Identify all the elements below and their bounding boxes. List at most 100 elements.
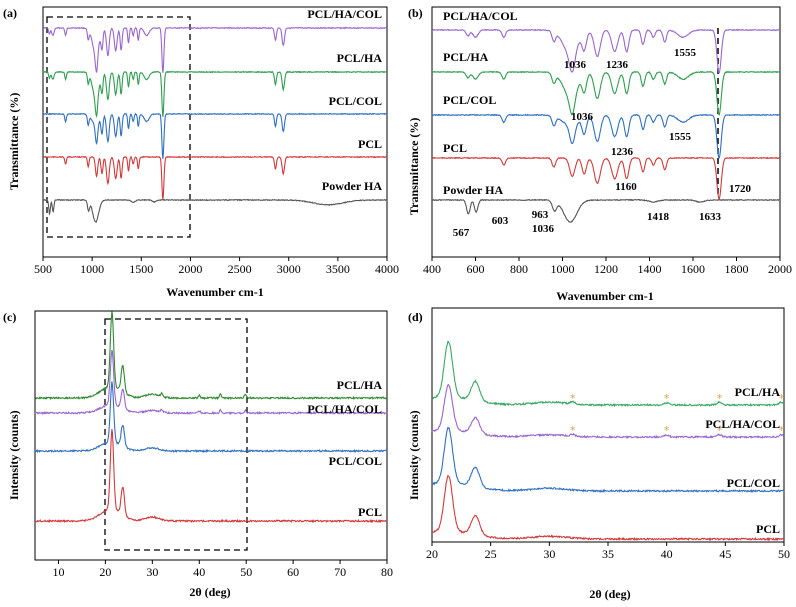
series-line-pcl-col (34, 381, 388, 454)
series-line-pcl-ha-col (432, 28, 781, 74)
x-tick-label: 1500 (129, 262, 153, 276)
star-marker: * (570, 424, 576, 437)
panel-d-label-pcl: PCL (756, 522, 780, 536)
x-tick-label: 3000 (277, 262, 301, 276)
star-marker: * (717, 424, 723, 437)
panel-b-peak-963: 963 (532, 209, 549, 221)
panel-a-label-powder-ha: Powder HA (322, 179, 382, 193)
x-tick-label: 500 (34, 262, 52, 276)
panel-c-xlabel: 2θ (deg) (189, 585, 230, 599)
x-tick-label: 3500 (326, 262, 350, 276)
x-tick-label: 60 (287, 565, 299, 579)
panel-b-peak-1236-b: 1236 (611, 146, 634, 158)
series-line-pcl-col (42, 112, 388, 159)
series-line-powder-ha (42, 198, 388, 224)
panel-d-label-pcl-ha: PCL/HA (735, 385, 781, 399)
panel-b: (b) Transmittance (%) Wavenumber cm-1 40… (407, 6, 792, 303)
panel-b-frame (431, 6, 781, 258)
series-line-pcl-ha (431, 340, 785, 408)
x-tick-label: 40 (661, 547, 673, 561)
panel-d-curves: * * * * * * * * (431, 340, 785, 542)
x-tick-label: 1000 (80, 262, 104, 276)
series-line-pcl-ha (431, 70, 781, 116)
panel-b-peak-1160: 1160 (615, 181, 637, 193)
panel-a-xticks: 500 1000 1500 2000 2500 3000 3500 4000 (34, 257, 399, 276)
x-tick-label: 1200 (594, 262, 618, 276)
panel-b-peak-1036-c: 1036 (532, 223, 555, 235)
x-tick-label: 1000 (551, 262, 575, 276)
panel-c-ylabel: Intensity (counts) (7, 410, 21, 500)
star-marker: * (664, 424, 670, 437)
panel-a-letter: (a) (3, 6, 17, 20)
panel-a-label-pcl-ha: PCL/HA (337, 51, 383, 65)
x-tick-label: 25 (485, 547, 497, 561)
panel-d-label-pcl-ha-col: PCL/HA/COL (705, 417, 780, 431)
x-tick-label: 1600 (681, 262, 705, 276)
x-tick-label: 1800 (725, 262, 749, 276)
x-tick-label: 2000 (768, 262, 792, 276)
panel-b-peak-1555-b: 1555 (669, 131, 692, 143)
x-tick-label: 800 (510, 262, 528, 276)
series-line-pcl-ha-col (431, 383, 785, 440)
x-tick-label: 2500 (228, 262, 252, 276)
x-tick-label: 20 (99, 565, 111, 579)
panel-a-curves (42, 26, 388, 224)
star-marker: * (779, 424, 785, 437)
x-tick-label: 30 (146, 565, 158, 579)
panel-b-xlabel: Wavenumber cm-1 (556, 289, 653, 303)
panel-a-xlabel: Wavenumber cm-1 (166, 285, 263, 299)
panel-b-label-pcl-col: PCL/COL (443, 93, 496, 107)
panel-c-curves (34, 311, 388, 524)
x-tick-label: 45 (719, 547, 731, 561)
panel-b-peak-603: 603 (492, 215, 509, 227)
panel-b-peak-567: 567 (453, 227, 470, 239)
panel-b-curves (431, 28, 781, 223)
series-line-pcl (34, 429, 388, 524)
panel-a-highlight-box (46, 16, 191, 238)
x-tick-label: 70 (334, 565, 346, 579)
series-line-powder-ha (431, 198, 781, 223)
panel-d-ylabel: Intensity (counts) (407, 410, 421, 500)
panel-a-label-pcl-col: PCL/COL (329, 94, 382, 108)
panel-b-label-pcl-ha: PCL/HA (443, 50, 489, 64)
panel-b-ylabel: Transmittance (%) (407, 118, 421, 215)
series-line-pcl-ha (42, 70, 388, 118)
series-line-pcl-ha-col (43, 26, 388, 73)
x-tick-label: 10 (52, 565, 64, 579)
series-line-pcl (432, 156, 781, 201)
panel-d-xlabel: 2θ (deg) (589, 587, 630, 601)
x-tick-label: 30 (543, 547, 555, 561)
star-marker: * (664, 392, 670, 405)
panel-b-label-powder-ha: Powder HA (443, 183, 503, 197)
x-tick-label: 20 (426, 547, 438, 561)
x-tick-label: 400 (423, 262, 441, 276)
panel-a-label-pcl: PCL (358, 137, 382, 151)
series-line-pcl-col (431, 113, 781, 159)
panel-c-highlight-box (104, 318, 248, 551)
panel-a-ylabel: Transmittance (%) (7, 93, 21, 190)
series-line-pcl (43, 155, 388, 201)
panel-c: (c) Intensity (counts) 2θ (deg) 10 20 30 40… (3, 310, 393, 599)
panel-a-label-pcl-ha-col: PCL/HA/COL (307, 7, 382, 21)
panel-c-label-pcl-col: PCL/COL (329, 454, 382, 468)
star-marker: * (717, 392, 723, 405)
x-tick-label: 80 (381, 565, 393, 579)
x-tick-label: 50 (240, 565, 252, 579)
panel-a-frame (42, 6, 388, 258)
series-line-pcl-col (431, 426, 785, 494)
x-tick-label: 35 (602, 547, 614, 561)
star-marker: * (570, 392, 576, 405)
panel-b-peak-1555-a: 1555 (674, 47, 697, 59)
panel-b-peak-1236-a: 1236 (606, 59, 629, 71)
panel-d: (d) Intensity (counts) 2θ (deg) 20 25 30 35… (407, 307, 790, 601)
panel-d-letter: (d) (408, 310, 423, 324)
panel-c-frame (34, 310, 388, 561)
series-line-pcl-ha (34, 311, 388, 401)
panel-b-peak-1036-b: 1036 (571, 111, 594, 123)
x-tick-label: 4000 (375, 262, 399, 276)
panel-b-peak-1036-a: 1036 (564, 59, 587, 71)
x-tick-label: 600 (467, 262, 485, 276)
panel-b-peak-1418: 1418 (647, 211, 670, 223)
panel-a: (a) Transmittance (%) Wavenumber cm-1 50… (3, 6, 399, 299)
